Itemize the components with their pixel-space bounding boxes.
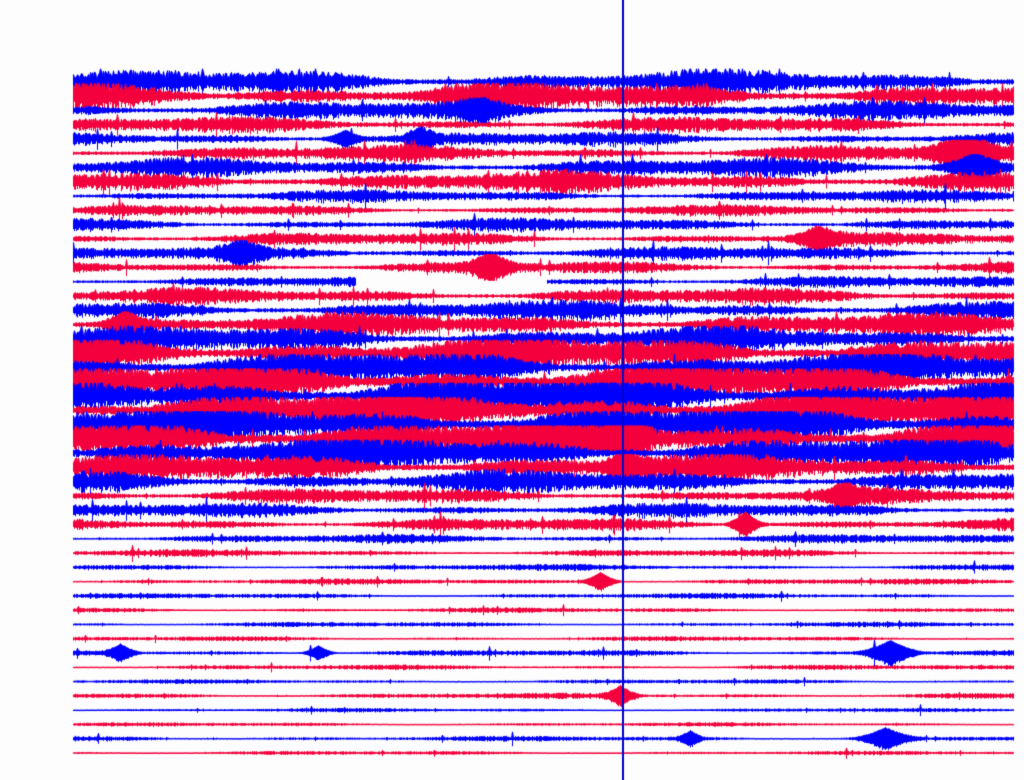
helicorder-page: HL Karpathos Applied filter: WWSSN-SP 20… bbox=[0, 0, 1024, 780]
seismogram-traces[interactable] bbox=[0, 0, 1024, 780]
